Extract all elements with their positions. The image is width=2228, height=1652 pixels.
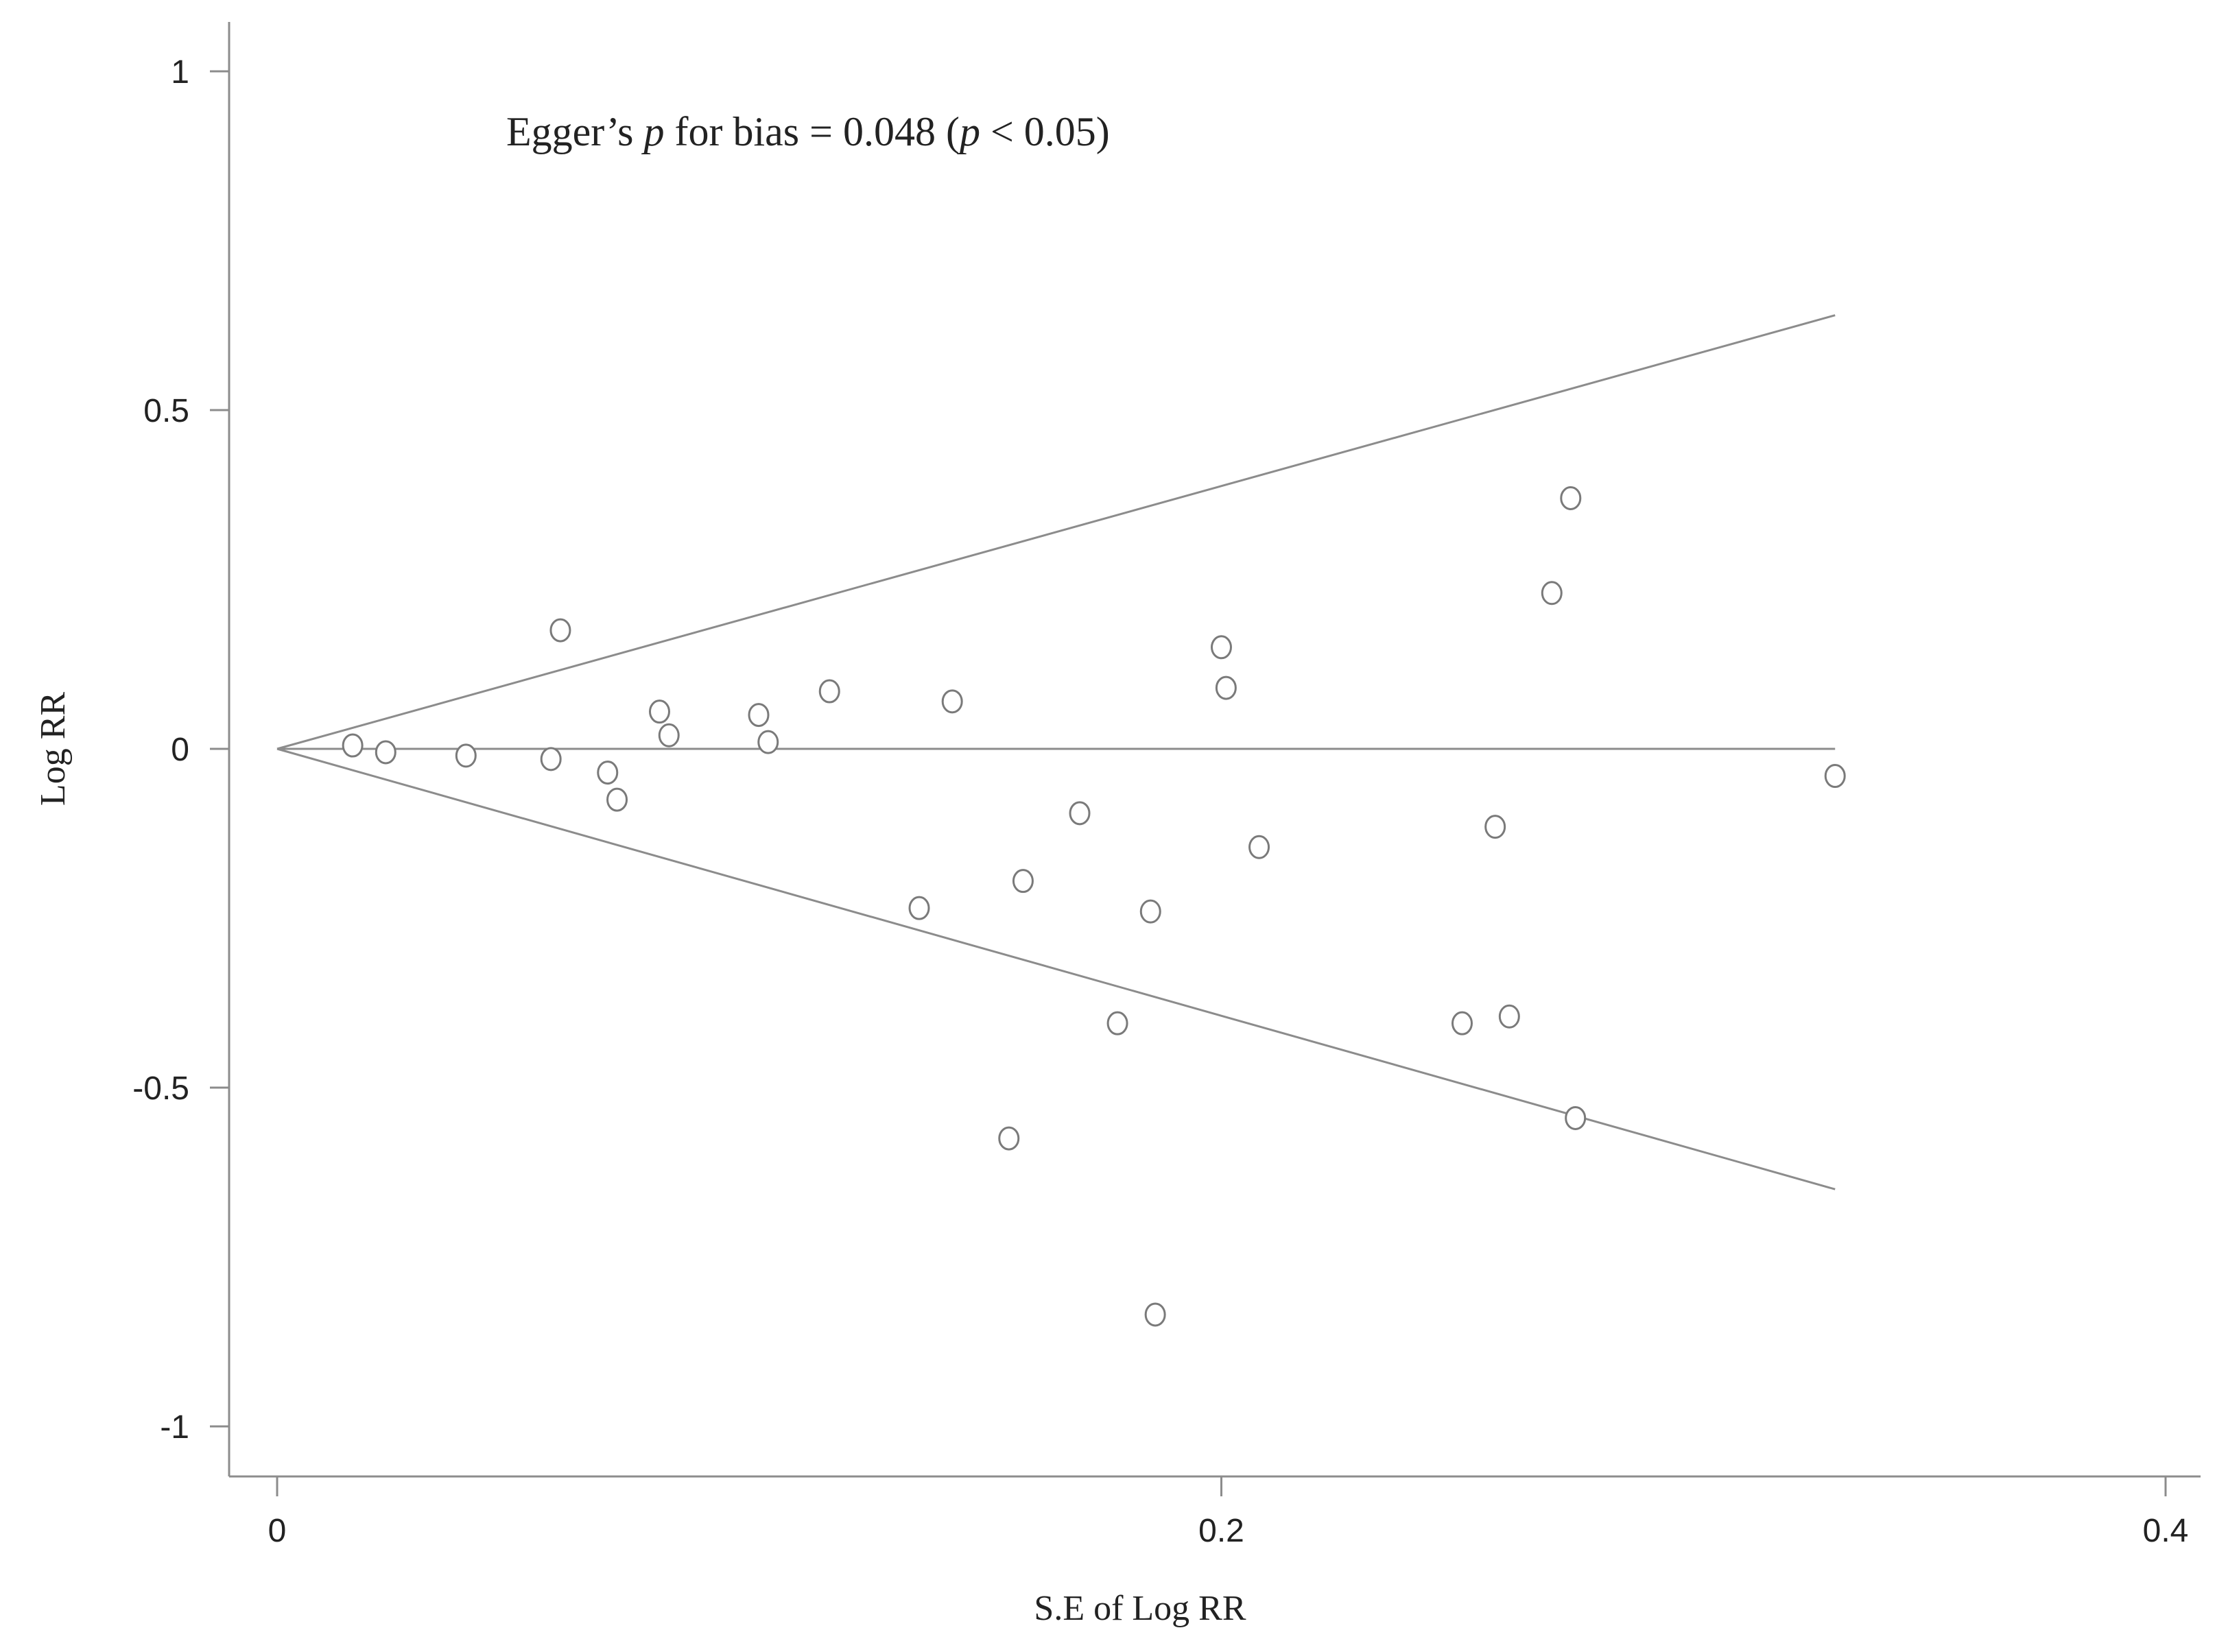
study-point bbox=[908, 896, 930, 920]
study-point bbox=[648, 699, 670, 724]
study-point bbox=[540, 747, 562, 771]
annotation-prefix: Egger’s bbox=[506, 109, 644, 154]
study-point bbox=[1215, 675, 1237, 700]
study-point bbox=[1560, 486, 1582, 510]
study-point bbox=[606, 787, 628, 812]
study-point bbox=[1069, 801, 1091, 826]
study-point bbox=[375, 740, 396, 765]
study-point bbox=[1451, 1011, 1473, 1036]
study-point bbox=[342, 733, 364, 758]
study-point bbox=[1211, 635, 1232, 660]
study-point bbox=[1498, 1004, 1520, 1029]
x-tick-label: 0.2 bbox=[1198, 1513, 1244, 1549]
study-point bbox=[455, 743, 477, 768]
egger-test-annotation: Egger’s p for bias = 0.048 (p < 0.05) bbox=[506, 109, 1110, 154]
study-point bbox=[597, 761, 619, 785]
study-point bbox=[941, 689, 963, 714]
y-tick-label: 0 bbox=[171, 732, 189, 768]
study-point bbox=[1484, 815, 1506, 839]
study-point bbox=[1106, 1011, 1128, 1036]
annotation-p-symbol-2: p bbox=[957, 109, 980, 154]
x-tick-label: 0.4 bbox=[2143, 1513, 2189, 1549]
study-point bbox=[1824, 764, 1846, 789]
study-point bbox=[1139, 899, 1161, 924]
upper-pseudo-ci-line bbox=[276, 314, 1836, 750]
x-axis-title: S.E of Log RR bbox=[1034, 1589, 1246, 1628]
annotation-p-symbol: p bbox=[641, 109, 665, 154]
y-axis-ticks: 1 0.5 0 -0.5 -1 bbox=[132, 54, 229, 1446]
study-point bbox=[1012, 869, 1034, 894]
annotation-middle: for bias = 0.048 ( bbox=[665, 109, 960, 154]
study-point bbox=[1541, 581, 1563, 606]
x-tick-label: 0 bbox=[268, 1513, 287, 1549]
study-point bbox=[757, 730, 779, 754]
study-point bbox=[658, 723, 680, 747]
study-point bbox=[748, 703, 770, 728]
study-point bbox=[1248, 835, 1270, 859]
study-point bbox=[1565, 1105, 1587, 1130]
y-tick-label: -0.5 bbox=[132, 1070, 189, 1107]
y-tick-label: 0.5 bbox=[143, 393, 189, 429]
study-points bbox=[342, 486, 1846, 1327]
annotation-suffix: < 0.05) bbox=[980, 109, 1110, 154]
y-tick-label: -1 bbox=[160, 1409, 189, 1446]
study-point bbox=[818, 679, 840, 704]
y-tick-label: 1 bbox=[171, 54, 189, 91]
study-point bbox=[549, 618, 571, 643]
study-point bbox=[998, 1126, 1020, 1151]
y-axis-title: Log RR bbox=[34, 692, 73, 806]
x-axis-ticks: 0 0.2 0.4 bbox=[268, 1476, 2189, 1549]
study-point bbox=[1144, 1302, 1166, 1327]
